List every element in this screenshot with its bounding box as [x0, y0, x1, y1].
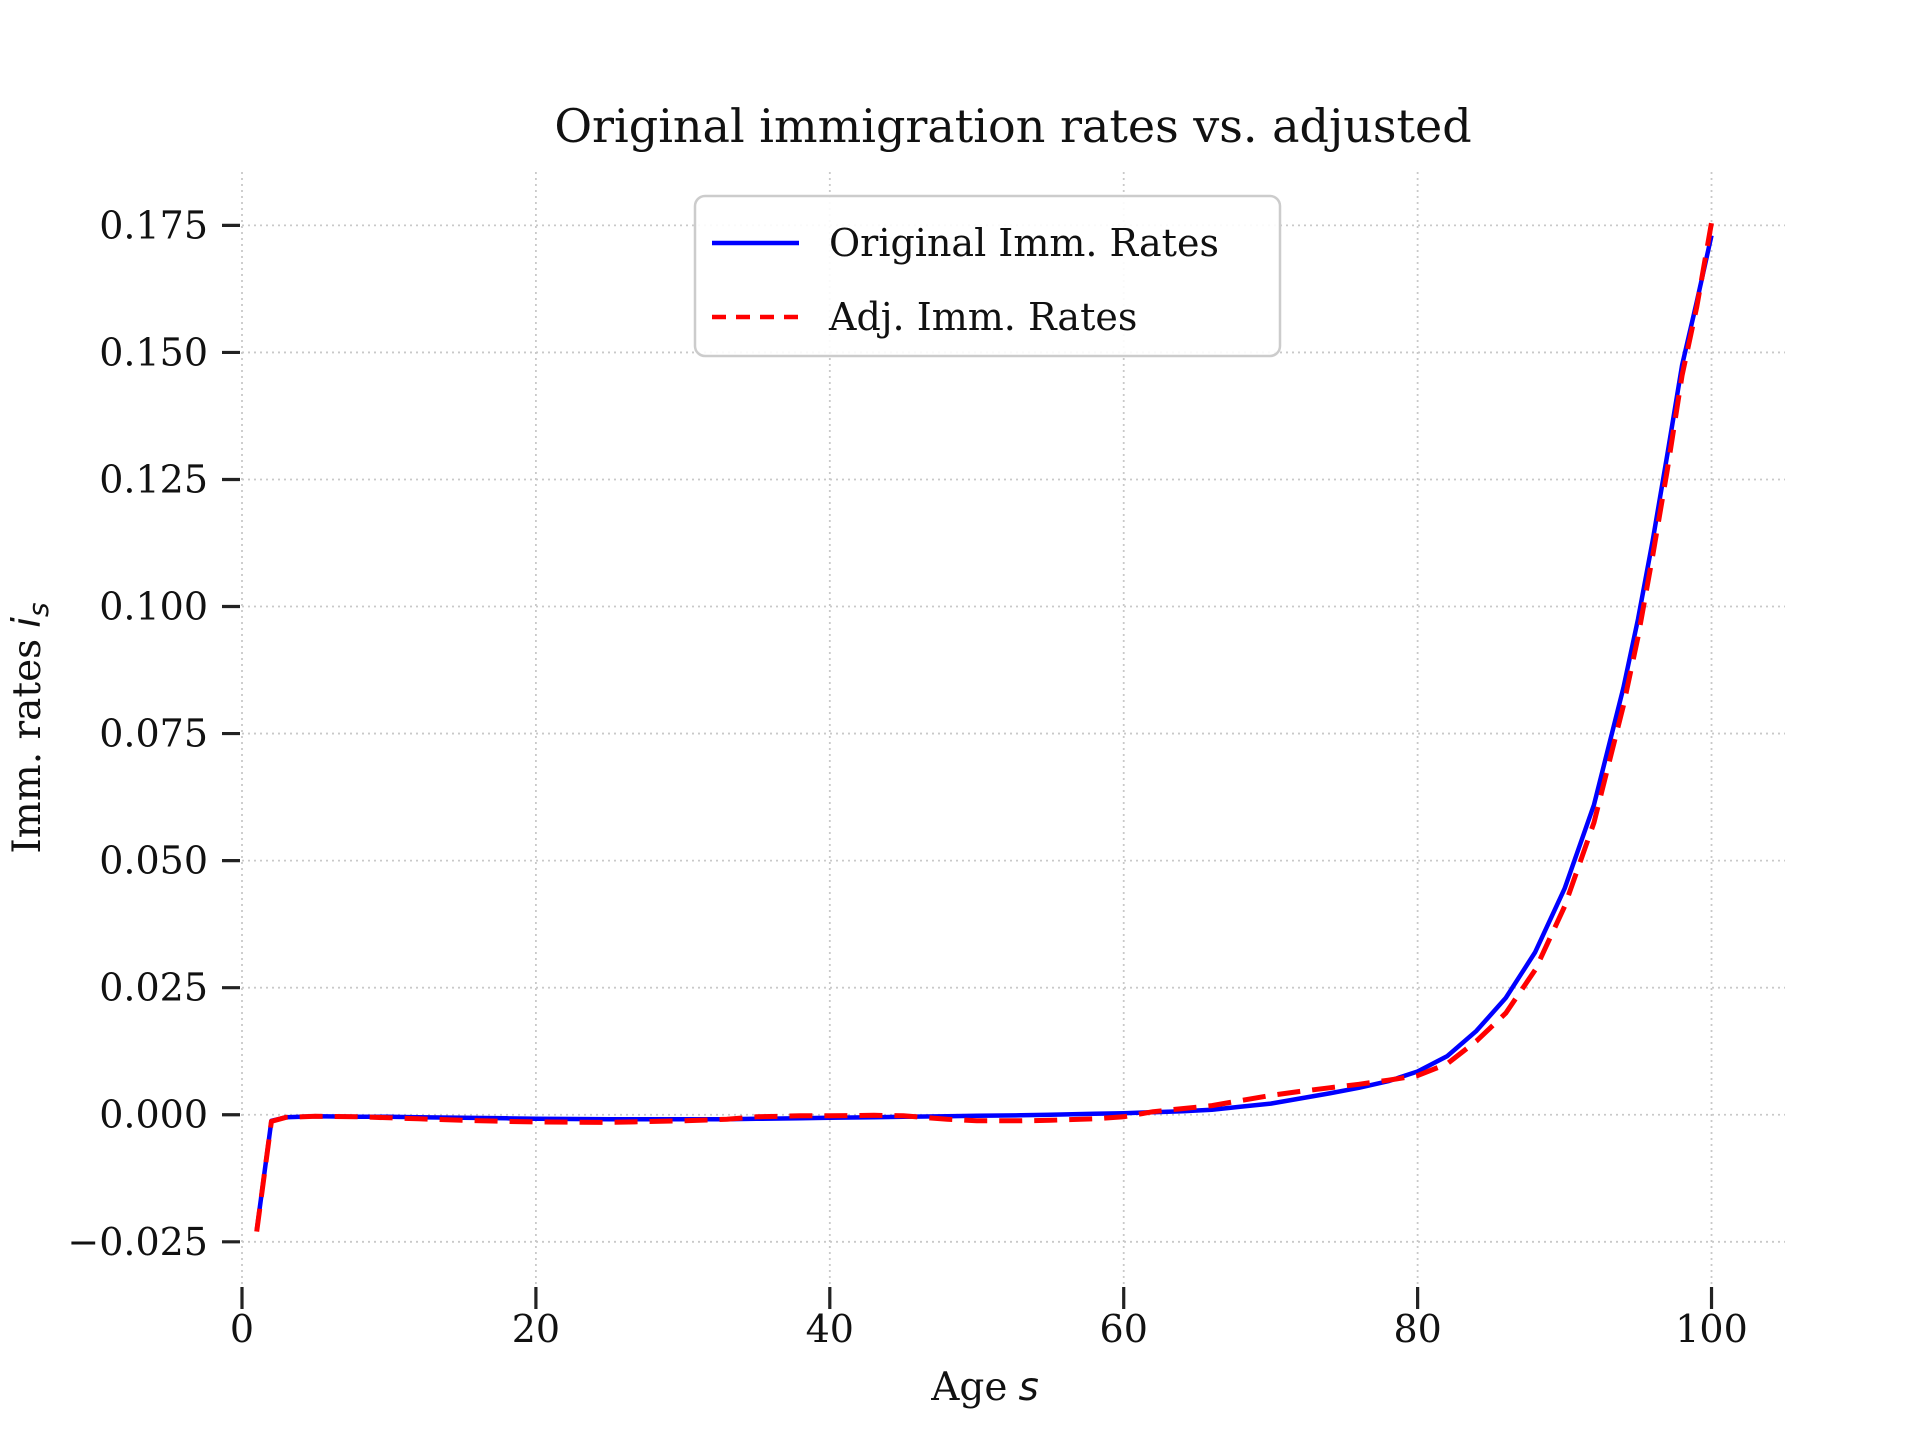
legend: Original Imm. Rates Adj. Imm. Rates: [693, 194, 1282, 358]
x-axis-label-variable: s: [1018, 1365, 1038, 1410]
y-tick-label: −0.025: [67, 1220, 208, 1264]
adjusted-rates-line: [254, 222, 1714, 1232]
tick-marks: [222, 223, 1714, 1309]
y-axis-label-variable: i: [5, 617, 50, 628]
y-tick-labels: −0.025 0.000 0.025 0.050 0.075 0.100 0.125 0.15…: [67, 203, 208, 1263]
x-tick-labels: 0 20 40 60 80 100: [230, 1307, 1748, 1351]
x-tick-label: 60: [1100, 1307, 1148, 1351]
y-tick-label: 0.075: [99, 712, 208, 756]
x-tick-label: 80: [1393, 1307, 1441, 1351]
x-tick-label: 100: [1675, 1307, 1748, 1351]
x-tick-label: 0: [230, 1307, 254, 1351]
gridlines: [241, 172, 1785, 1285]
y-axis-label: Imm. rates is: [5, 602, 55, 853]
chart-title: Original immigration rates vs. adjusted: [554, 99, 1471, 153]
x-tick-label: 20: [512, 1307, 560, 1351]
x-axis-label-text: Age: [930, 1365, 1007, 1410]
original-rates-line: [254, 235, 1714, 1231]
legend-original-label: Original Imm. Rates: [829, 221, 1219, 265]
y-tick-label: 0.150: [99, 330, 208, 374]
x-axis-label: Age s: [930, 1365, 1039, 1410]
x-tick-label: 40: [806, 1307, 854, 1351]
y-tick-label: 0.175: [99, 203, 208, 247]
legend-box: [693, 194, 1282, 358]
y-tick-label: 0.000: [99, 1093, 208, 1137]
y-tick-label: 0.125: [99, 457, 208, 501]
y-tick-label: 0.100: [99, 585, 208, 629]
legend-adjusted-label: Adj. Imm. Rates: [828, 295, 1137, 339]
y-axis-label-subscript: s: [22, 602, 55, 617]
y-tick-label: 0.050: [99, 839, 208, 883]
y-tick-label: 0.025: [99, 966, 208, 1010]
y-axis-label-text: Imm. rates: [5, 639, 50, 854]
